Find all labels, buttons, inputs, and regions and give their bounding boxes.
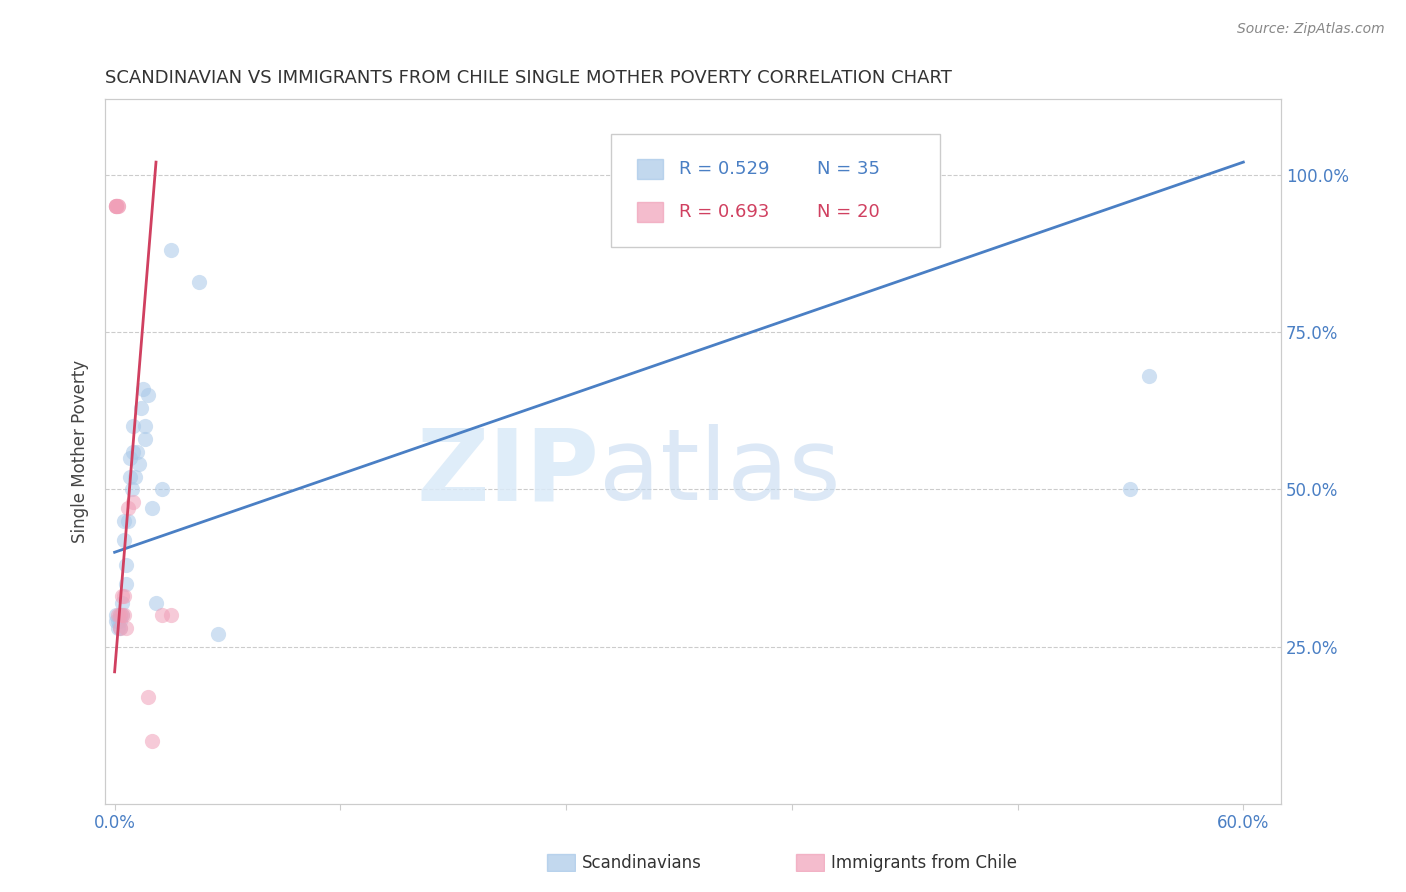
Point xyxy=(145,596,167,610)
Point xyxy=(117,514,139,528)
FancyBboxPatch shape xyxy=(610,135,941,247)
Text: Immigrants from Chile: Immigrants from Chile xyxy=(831,855,1017,872)
Point xyxy=(124,469,146,483)
Point xyxy=(134,419,156,434)
Point xyxy=(160,244,183,258)
Point xyxy=(110,615,132,629)
FancyBboxPatch shape xyxy=(796,854,824,871)
Y-axis label: Single Mother Poverty: Single Mother Poverty xyxy=(72,360,89,543)
Point xyxy=(107,199,129,213)
Point xyxy=(107,199,129,213)
Point xyxy=(138,388,160,402)
Point xyxy=(111,590,134,604)
Point xyxy=(122,444,145,458)
Point xyxy=(150,608,173,623)
Point xyxy=(207,627,229,641)
Text: N = 20: N = 20 xyxy=(817,203,879,221)
FancyBboxPatch shape xyxy=(637,202,662,222)
Text: N = 35: N = 35 xyxy=(817,160,880,178)
Text: ZIP: ZIP xyxy=(416,425,599,521)
Point xyxy=(118,469,141,483)
Point xyxy=(105,608,128,623)
Point xyxy=(111,608,134,623)
Point xyxy=(112,533,135,547)
Point xyxy=(122,495,145,509)
Point xyxy=(122,419,145,434)
Point xyxy=(1119,483,1142,497)
Point xyxy=(117,501,139,516)
Point xyxy=(105,199,128,213)
Point xyxy=(107,608,129,623)
Point xyxy=(1137,369,1160,384)
Point xyxy=(115,621,138,635)
Point xyxy=(134,432,156,446)
Point xyxy=(111,596,134,610)
Point xyxy=(105,199,128,213)
Text: Source: ZipAtlas.com: Source: ZipAtlas.com xyxy=(1237,22,1385,37)
Text: R = 0.693: R = 0.693 xyxy=(679,203,769,221)
Text: Scandinavians: Scandinavians xyxy=(582,855,702,872)
Point xyxy=(129,401,152,415)
Point xyxy=(160,608,183,623)
Point xyxy=(112,608,135,623)
Point xyxy=(112,514,135,528)
Point xyxy=(115,576,138,591)
Point xyxy=(111,608,134,623)
Text: R = 0.529: R = 0.529 xyxy=(679,160,769,178)
Point xyxy=(105,199,128,213)
Point xyxy=(110,608,132,623)
Point xyxy=(110,608,132,623)
FancyBboxPatch shape xyxy=(547,854,575,871)
Text: SCANDINAVIAN VS IMMIGRANTS FROM CHILE SINGLE MOTHER POVERTY CORRELATION CHART: SCANDINAVIAN VS IMMIGRANTS FROM CHILE SI… xyxy=(105,69,952,87)
Point xyxy=(118,450,141,465)
Point xyxy=(105,615,128,629)
Point xyxy=(105,199,128,213)
Point xyxy=(107,621,129,635)
Point xyxy=(150,483,173,497)
Point xyxy=(107,615,129,629)
Point xyxy=(115,558,138,572)
FancyBboxPatch shape xyxy=(637,159,662,179)
Point xyxy=(141,501,163,516)
Point xyxy=(110,621,132,635)
Point xyxy=(128,457,150,471)
Point xyxy=(132,382,155,396)
Point xyxy=(110,621,132,635)
Point xyxy=(141,734,163,748)
Point xyxy=(188,275,211,289)
Text: atlas: atlas xyxy=(599,425,841,521)
Point xyxy=(138,690,160,704)
Point xyxy=(127,444,149,458)
Point xyxy=(121,483,143,497)
Point xyxy=(112,590,135,604)
